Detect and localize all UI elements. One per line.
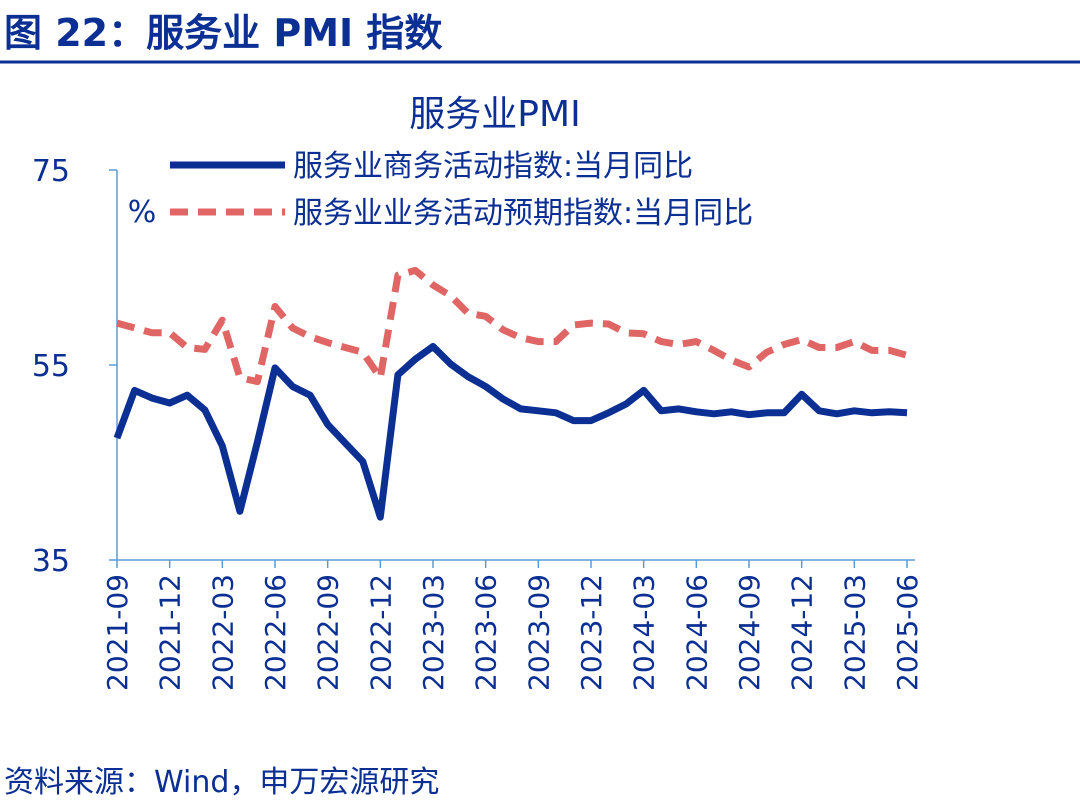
x-tick-label: 2022-12 bbox=[364, 574, 397, 691]
chart-title: 服务业PMI bbox=[409, 94, 580, 135]
series-line bbox=[116, 266, 908, 386]
series-line bbox=[113, 343, 908, 521]
x-tick-label: 2023-06 bbox=[470, 574, 503, 691]
x-tick-label: 2025-06 bbox=[891, 574, 924, 691]
x-tick-label: 2024-03 bbox=[628, 574, 661, 691]
x-tick-label: 2025-03 bbox=[838, 574, 871, 691]
x-tick-label: 2024-06 bbox=[680, 574, 713, 691]
x-tick-label: 2024-09 bbox=[733, 574, 766, 691]
y-tick-label: 75 bbox=[32, 154, 70, 189]
y-tick-label: 35 bbox=[32, 544, 70, 579]
y-unit: % bbox=[128, 195, 157, 230]
x-tick-label: 2023-09 bbox=[522, 574, 555, 691]
x-tick-label: 2022-06 bbox=[259, 574, 292, 691]
source: 资料来源：Wind，申万宏源研究 bbox=[4, 765, 439, 800]
x-tick-label: 2021-09 bbox=[101, 574, 134, 691]
x-tick-label: 2024-12 bbox=[786, 574, 819, 691]
y-tick-label: 55 bbox=[32, 349, 70, 384]
page-title: 图 22：服务业 PMI 指数 bbox=[4, 11, 442, 55]
x-tick-label: 2022-03 bbox=[206, 574, 239, 691]
x-tick-label: 2023-03 bbox=[417, 574, 450, 691]
x-tick-label: 2021-12 bbox=[154, 574, 187, 691]
x-tick-label: 2023-12 bbox=[575, 574, 608, 691]
legend-label: 服务业商务活动指数:当月同比 bbox=[293, 149, 693, 184]
x-tick-label: 2022-09 bbox=[312, 574, 345, 691]
legend-label: 服务业业务活动预期指数:当月同比 bbox=[293, 196, 753, 231]
